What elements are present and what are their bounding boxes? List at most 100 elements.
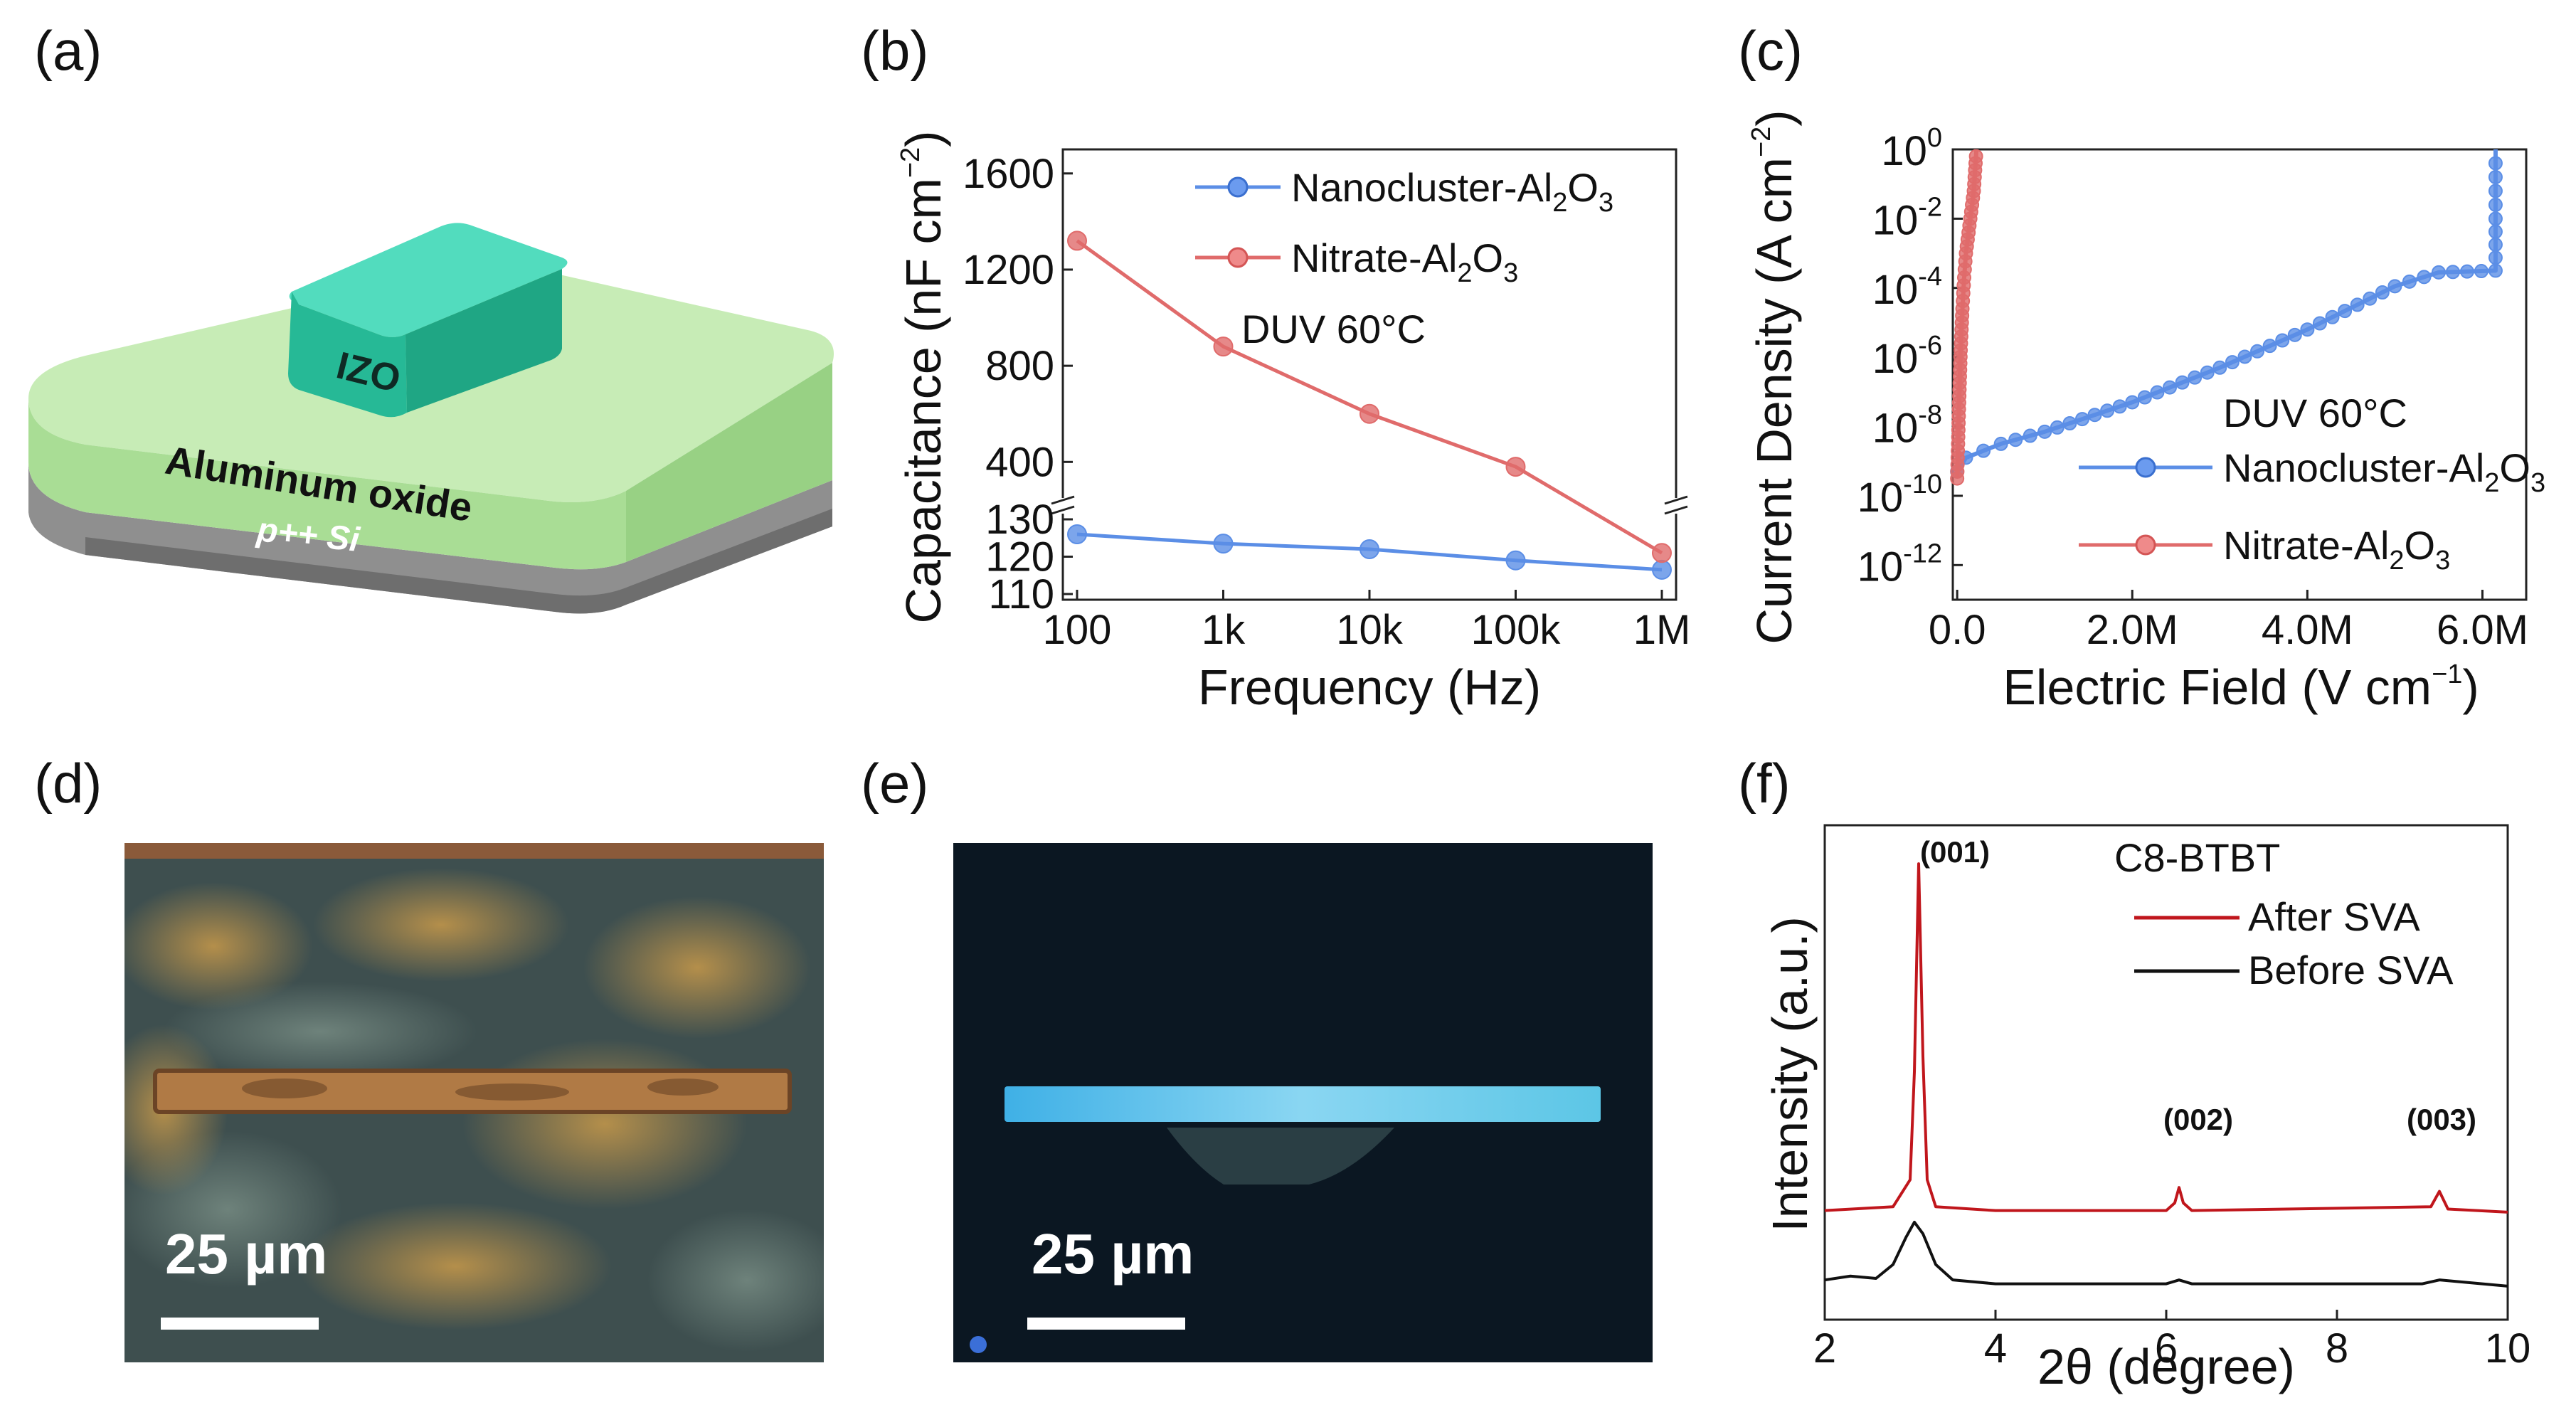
- c-legend-text-1: Nanocluster-Al2O3: [2223, 445, 2545, 498]
- c-point: [2488, 211, 2503, 226]
- c-point: [2488, 156, 2503, 171]
- b-ylabel: Capacitance (nF cm−2): [896, 131, 951, 624]
- c-point: [2459, 264, 2474, 279]
- panel-d-label: (d): [34, 752, 102, 815]
- b-xtick-label: 100: [1043, 607, 1112, 653]
- c-point: [2074, 412, 2089, 427]
- c-point: [2488, 184, 2503, 198]
- leakage-chart: 0.0 2.0M 4.0M 6.0M 100 10-2 10-4 10-6 10-8 10-10 1…: [1747, 110, 2545, 715]
- c-point: [2175, 375, 2190, 390]
- b-point: [1213, 336, 1234, 357]
- c-xlabel: Electric Field (V cm−1): [2003, 659, 2479, 715]
- c-point: [2262, 339, 2277, 354]
- c-ytick-label: 10-10: [1857, 470, 1942, 521]
- c-ytick-label: 10-12: [1857, 539, 1942, 590]
- c-point: [2312, 316, 2327, 331]
- b-annotation: DUV 60°C: [1241, 307, 1426, 351]
- b-series: [1067, 230, 1672, 580]
- c-point: [1993, 436, 2008, 451]
- c-point: [2325, 309, 2340, 324]
- micrograph-e: 25 µm: [953, 843, 1653, 1362]
- c-ytick-label: 10-8: [1872, 401, 1942, 452]
- c-xtick-label: 0.0: [1929, 607, 1986, 653]
- c-series: [1950, 149, 2503, 486]
- c-point: [1968, 149, 1983, 164]
- c-point: [2488, 263, 2503, 278]
- f-series-line-1: [1824, 1220, 2508, 1288]
- panel-b-label: (b): [861, 19, 928, 82]
- c-point: [2417, 270, 2432, 285]
- micrograph-d-texture: [124, 843, 824, 1352]
- c-point: [2137, 390, 2152, 405]
- izo-top: [289, 223, 568, 337]
- c-point: [2200, 365, 2215, 380]
- c-annotation: DUV 60°C: [2223, 391, 2407, 435]
- b-point: [1652, 543, 1672, 563]
- scale-bar-d: [161, 1318, 319, 1330]
- c-point: [2387, 279, 2402, 294]
- f-xtick-label: 2: [1813, 1325, 1836, 1372]
- b-series-line-1: [1076, 239, 1663, 555]
- b-xtick-label: 1M: [1633, 607, 1691, 653]
- axis-break-left: [1051, 495, 1075, 515]
- c-point: [2008, 433, 2023, 447]
- c-legend-text-2: Nitrate-Al2O3: [2223, 523, 2450, 576]
- c-xtick-label: 4.0M: [2262, 607, 2353, 653]
- c-point: [2188, 370, 2203, 385]
- c-ytick-label: 10-4: [1872, 262, 1942, 313]
- b-ytick-label: 130: [985, 497, 1054, 543]
- c-xtick-label: 2.0M: [2087, 607, 2178, 653]
- axis-break-right: [1664, 495, 1688, 515]
- b-point: [1067, 230, 1087, 251]
- c-point: [2488, 224, 2503, 239]
- c-point: [2275, 333, 2290, 348]
- c-xtick-label: 6.0M: [2437, 607, 2528, 653]
- c-point: [2100, 403, 2115, 418]
- f-ticks: 2 4 6 8 10: [1813, 1310, 2530, 1372]
- c-point: [2087, 408, 2102, 423]
- c-legend-marker-1: [2135, 457, 2156, 478]
- scale-bar-e: [1027, 1318, 1185, 1330]
- f-xtick-label: 8: [2326, 1325, 2348, 1372]
- c-point: [2225, 355, 2240, 370]
- izo-side: [406, 269, 562, 413]
- c-point: [2474, 264, 2488, 279]
- peak-label-001: (001): [1920, 835, 1990, 869]
- b-point: [1505, 457, 1526, 477]
- b-ytick-label: 800: [985, 343, 1054, 389]
- b-point: [1359, 539, 1379, 559]
- c-point: [2112, 399, 2127, 414]
- f-legend-text-1: After SVA: [2248, 894, 2420, 939]
- f-ylabel: Intensity (a.u.): [1762, 916, 1818, 1232]
- crystal-strip-e: [1005, 1086, 1601, 1122]
- c-ytick-label: 100: [1881, 123, 1942, 174]
- c-point: [2300, 322, 2315, 337]
- b-point: [1067, 524, 1087, 544]
- f-xlabel: 2θ (degree): [2037, 1339, 2295, 1394]
- b-legend-text-1: Nanocluster-Al2O3: [1291, 165, 1613, 218]
- c-point: [2125, 395, 2140, 410]
- c-point: [1976, 443, 1991, 458]
- c-point: [2250, 344, 2265, 359]
- c-point: [2375, 285, 2390, 300]
- panel-a-label: (a): [34, 19, 102, 82]
- panel-f-label: (f): [1738, 752, 1791, 815]
- c-point: [2338, 304, 2353, 319]
- c-ylabel: Current Density (A cm−2): [1747, 110, 1802, 644]
- b-legend-text-2: Nitrate-Al2O3: [1291, 235, 1518, 288]
- scale-label-e: 25 µm: [1032, 1222, 1194, 1286]
- panel-c-label: (c): [1738, 19, 1803, 82]
- b-point: [1652, 559, 1672, 580]
- c-legend-marker-2: [2135, 534, 2156, 556]
- device-schematic: IZO Aluminum oxide p++ Si: [28, 223, 834, 614]
- f-xtick-label: 4: [1984, 1325, 2007, 1372]
- c-point: [2287, 327, 2302, 342]
- c-point: [2488, 169, 2503, 184]
- c-point: [2237, 349, 2252, 364]
- c-point: [2062, 416, 2077, 431]
- f-legend-text-2: Before SVA: [2248, 948, 2454, 992]
- c-point: [2431, 265, 2446, 280]
- c-point: [2402, 274, 2417, 289]
